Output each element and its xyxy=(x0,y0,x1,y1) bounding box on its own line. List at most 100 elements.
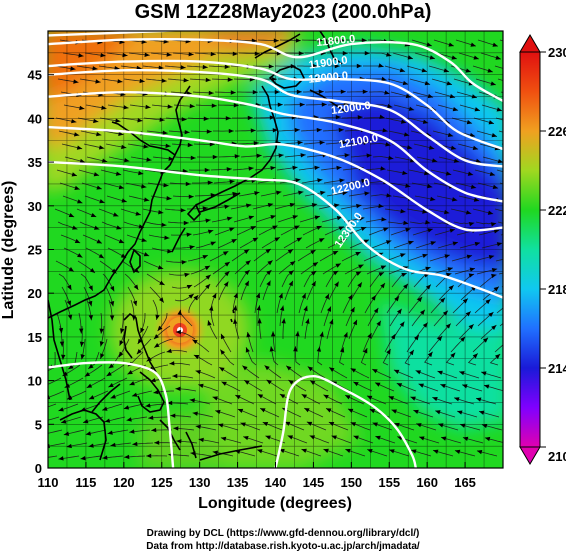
wind-arrow xyxy=(73,132,80,137)
wind-arrow xyxy=(153,389,159,395)
contour-line xyxy=(48,160,503,299)
wind-arrow xyxy=(465,311,471,317)
wind-arrow xyxy=(190,155,196,161)
wind-arrow xyxy=(220,349,226,355)
wind-arrow xyxy=(442,310,448,316)
wind-arrow xyxy=(310,380,316,386)
wind-arrow xyxy=(146,157,152,162)
wind-arrow xyxy=(493,229,500,234)
wind-arrow xyxy=(487,68,493,73)
wind-arrow xyxy=(278,293,283,299)
wind-arrow xyxy=(299,102,305,107)
wind-arrow xyxy=(157,325,163,331)
x-tick-label: 110 xyxy=(38,475,59,490)
wind-arrow xyxy=(287,249,294,254)
wind-arrow xyxy=(234,154,240,159)
wind-arrow xyxy=(375,382,381,387)
wind-arrow xyxy=(266,379,272,385)
wind-arrow xyxy=(166,348,172,353)
wind-arrow xyxy=(256,305,261,311)
wind-arrow xyxy=(209,142,215,147)
wind-arrow xyxy=(159,297,164,303)
wind-arrow xyxy=(488,312,494,318)
wind-arrow xyxy=(459,371,465,376)
wind-arrow xyxy=(221,381,227,386)
wind-arrow xyxy=(385,52,392,57)
wind-arrow xyxy=(79,328,84,334)
wind-arrow xyxy=(468,324,474,330)
wind-arrow xyxy=(58,327,64,334)
wind-arrow xyxy=(78,53,84,58)
wind-arrow xyxy=(301,448,307,453)
wind-arrow xyxy=(203,116,209,121)
wind-arrow xyxy=(257,449,263,454)
wind-arrow xyxy=(343,332,348,338)
wind-arrow xyxy=(131,392,138,397)
wind-arrow xyxy=(514,133,520,139)
wind-arrow xyxy=(187,142,193,148)
wind-arrow xyxy=(151,427,157,433)
wind-arrow xyxy=(148,415,154,420)
wind-arrow xyxy=(451,55,457,60)
wind-arrow xyxy=(449,228,455,233)
wind-arrow xyxy=(303,305,308,312)
wind-arrow xyxy=(394,296,400,302)
wind-arrow xyxy=(488,120,494,125)
contour-line xyxy=(274,374,417,468)
wind-arrow xyxy=(181,260,187,265)
x-tick-label: 135 xyxy=(227,475,249,490)
wind-arrow xyxy=(372,369,378,374)
wind-arrow xyxy=(67,284,72,291)
wind-arrow xyxy=(230,90,236,95)
wind-arrow xyxy=(221,333,226,340)
wind-arrow xyxy=(295,331,300,337)
wind-arrow xyxy=(403,283,408,290)
wind-arrow xyxy=(364,191,370,196)
wind-arrow xyxy=(180,208,186,213)
streamline xyxy=(496,169,503,173)
wind-arrow xyxy=(321,102,327,107)
wind-arrow xyxy=(514,324,521,331)
wind-arrow xyxy=(491,325,497,331)
wind-arrow xyxy=(437,370,443,375)
colorbar-max-arrow xyxy=(519,34,541,53)
wind-arrow xyxy=(451,197,458,202)
wind-arrow xyxy=(133,284,139,290)
wind-arrow xyxy=(454,397,460,402)
wind-arrows xyxy=(48,38,521,461)
wind-arrow xyxy=(324,293,329,300)
wind-arrow xyxy=(138,170,144,176)
wind-arrow xyxy=(466,119,473,125)
credit-data: Data from http://database.rish.kyoto-u.a… xyxy=(146,541,420,552)
wind-arrow xyxy=(104,418,111,423)
wind-arrow xyxy=(289,261,296,266)
wind-arrow xyxy=(427,228,433,233)
wind-arrow xyxy=(123,105,129,110)
wind-arrow xyxy=(287,435,294,440)
wind-arrow xyxy=(484,436,491,442)
wind-arrow xyxy=(292,215,298,220)
wind-arrow xyxy=(68,364,74,370)
wind-arrow xyxy=(204,167,210,173)
wind-arrow xyxy=(379,114,385,119)
wind-arrow xyxy=(400,253,406,258)
wind-arrow xyxy=(405,183,411,188)
wind-arrow xyxy=(509,69,515,75)
wind-arrow xyxy=(79,105,85,111)
wind-arrow xyxy=(124,454,130,460)
wind-arrow xyxy=(454,449,461,454)
wind-arrow xyxy=(345,448,351,454)
wind-arrow xyxy=(332,270,339,276)
wind-arrow xyxy=(371,295,376,301)
x-axis-label: Longitude (degrees) xyxy=(198,495,352,512)
wind-arrow xyxy=(294,127,300,133)
wind-arrow xyxy=(511,311,518,318)
wind-arrow xyxy=(304,408,310,413)
lat-lon-grid xyxy=(48,31,503,468)
wind-arrow xyxy=(490,81,496,86)
wind-arrow xyxy=(329,367,335,372)
x-tick-label: 130 xyxy=(189,475,211,490)
wind-arrow xyxy=(472,353,478,359)
contour-line xyxy=(48,59,503,151)
wind-arrow xyxy=(202,64,208,70)
